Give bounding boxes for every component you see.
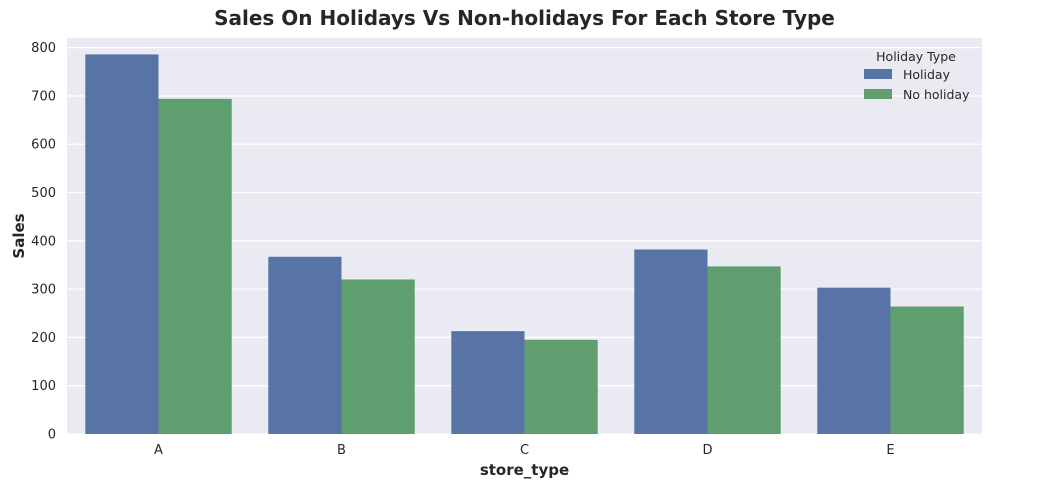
y-tick-label: 400 [31,234,56,249]
legend: Holiday Type Holiday No holiday [864,49,970,102]
y-tick-label: 600 [31,138,56,153]
bar-no-holiday-c [524,339,598,434]
bar-holiday-c [451,331,525,434]
x-tick-label: E [886,443,894,458]
legend-label-holiday: Holiday [903,67,951,82]
x-tick-label: D [702,443,712,458]
bar-no-holiday-e [890,306,964,434]
bar-no-holiday-b [341,279,415,434]
bar-no-holiday-a [158,98,232,434]
y-tick-label: 200 [31,331,56,346]
bars [85,54,964,434]
y-axis-label: Sales [10,213,28,258]
legend-title: Holiday Type [876,49,956,64]
y-tick-label: 700 [31,89,56,104]
bar-holiday-b [268,256,342,434]
legend-swatch-holiday [864,69,892,79]
y-axis-ticks: 0 100 200 300 400 500 600 700 800 [31,41,56,442]
legend-swatch-no-holiday [864,89,892,99]
y-tick-label: 0 [48,428,56,443]
bar-no-holiday-d [707,266,781,434]
x-axis-label: store_type [480,461,569,479]
bar-holiday-a [85,54,159,434]
x-tick-label: B [337,443,346,458]
y-tick-label: 800 [31,41,56,56]
x-axis-ticks: A B C D E [154,443,895,458]
bar-holiday-e [817,287,891,434]
chart-title: Sales On Holidays Vs Non-holidays For Ea… [214,6,835,30]
bar-holiday-d [634,249,708,434]
y-tick-label: 500 [31,186,56,201]
legend-label-no-holiday: No holiday [903,87,970,102]
x-tick-label: C [520,443,529,458]
x-tick-label: A [154,443,163,458]
y-tick-label: 300 [31,283,56,298]
y-tick-label: 100 [31,379,56,394]
